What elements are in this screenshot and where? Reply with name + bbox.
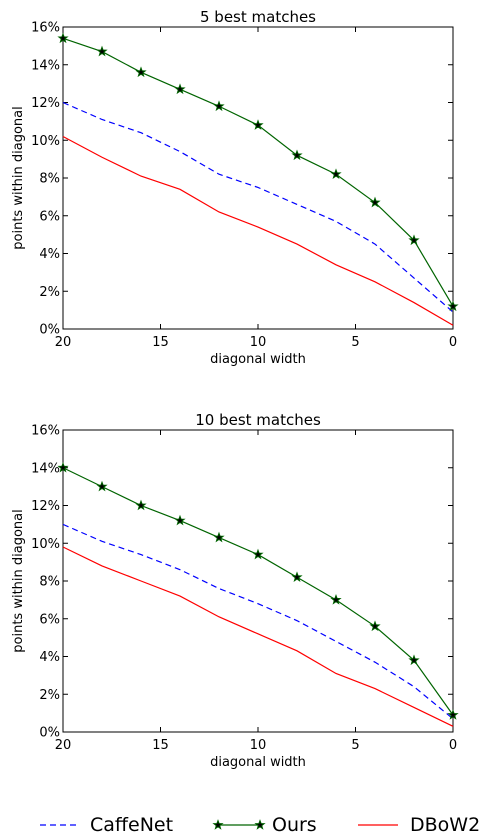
legend-star-marker — [254, 819, 266, 830]
y-tick-label: 0% — [39, 323, 60, 338]
chart-panel-1: 5 best matches 0% 2% 4% 6% 8% 10% 12% 14% 16% 20 15… — [11, 8, 459, 367]
x-tick-label: 15 — [152, 335, 169, 350]
plot-frame — [62, 26, 454, 330]
x-tick-label: 10 — [250, 335, 267, 350]
chart-title: 5 best matches — [200, 8, 316, 26]
series-line-dbow2 — [62, 135, 454, 326]
series-line-caffenet — [62, 523, 454, 720]
y-tick-label: 6% — [39, 209, 60, 224]
legend-item-caffenet: CaffeNet — [40, 814, 173, 832]
data-point-ours — [96, 45, 108, 57]
data-point-ours — [330, 168, 342, 180]
data-point-ours — [213, 531, 225, 543]
data-point-ours — [291, 571, 303, 583]
y-tick-label: 2% — [39, 285, 60, 300]
data-point-ours — [369, 620, 381, 632]
series-line-dbow2 — [62, 546, 454, 727]
data-point-ours — [330, 593, 342, 605]
data-point-ours — [213, 100, 225, 112]
data-point-ours — [408, 654, 420, 666]
x-tick-label: 5 — [351, 335, 359, 350]
y-axis-label: points within diagonal — [11, 106, 26, 249]
y-tick-label: 14% — [31, 461, 60, 476]
y-tick-label: 4% — [39, 650, 60, 665]
x-tick-label: 20 — [55, 335, 72, 350]
chart-title: 10 best matches — [195, 411, 321, 429]
legend-item-dbow2: DBoW2 — [358, 814, 480, 832]
data-point-ours — [135, 66, 147, 78]
x-tick-label: 15 — [152, 738, 169, 753]
x-tick-label: 0 — [449, 335, 457, 350]
y-tick-label: 4% — [39, 247, 60, 262]
legend-label: Ours — [272, 814, 317, 832]
y-tick-label: 8% — [39, 575, 60, 590]
data-point-ours — [252, 548, 264, 560]
data-point-ours — [57, 461, 69, 473]
data-point-ours — [408, 234, 420, 246]
x-axis-label: diagonal width — [210, 352, 306, 367]
y-tick-label: 10% — [31, 134, 60, 149]
series-line-ours — [62, 467, 454, 716]
y-tick-label: 2% — [39, 688, 60, 703]
legend-star-marker — [212, 819, 224, 830]
legend-label: DBoW2 — [410, 814, 480, 832]
y-axis-label: points within diagonal — [11, 509, 26, 652]
data-point-ours — [174, 514, 186, 526]
x-tick-label: 5 — [351, 738, 359, 753]
data-point-ours — [447, 300, 459, 312]
series-line-ours — [62, 37, 454, 307]
y-tick-label: 12% — [31, 499, 60, 514]
y-tick-label: 10% — [31, 537, 60, 552]
data-point-ours — [96, 480, 108, 492]
data-point-ours — [252, 119, 264, 130]
y-tick-label: 16% — [31, 21, 60, 36]
y-tick-label: 0% — [39, 726, 60, 741]
x-tick-label: 0 — [449, 738, 457, 753]
y-tick-label: 16% — [31, 424, 60, 439]
y-tick-label: 12% — [31, 96, 60, 111]
data-point-ours — [174, 83, 186, 95]
series-line-caffenet — [62, 101, 454, 313]
legend-item-ours: Ours — [212, 814, 317, 832]
chart-panel-2: 10 best matches 0% 2% 4% 6% 8% 10% 12% 14% 16% 20 1… — [11, 411, 459, 770]
data-point-ours — [447, 709, 459, 720]
data-point-ours — [135, 499, 147, 511]
data-point-ours — [57, 32, 69, 44]
data-point-ours — [291, 149, 303, 161]
x-tick-label: 10 — [250, 738, 267, 753]
y-tick-label: 14% — [31, 58, 60, 73]
data-point-ours — [369, 196, 381, 208]
legend-label: CaffeNet — [90, 814, 173, 832]
y-tick-label: 8% — [39, 172, 60, 187]
y-tick-label: 6% — [39, 612, 60, 627]
legend: CaffeNet Ours DBoW2 — [40, 814, 480, 832]
plot-frame — [62, 429, 454, 733]
x-axis-label: diagonal width — [210, 755, 306, 770]
x-tick-label: 20 — [55, 738, 72, 753]
